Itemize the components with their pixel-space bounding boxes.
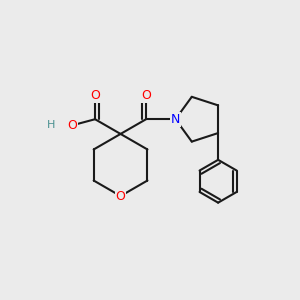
Text: H: H bbox=[47, 121, 56, 130]
Text: N: N bbox=[171, 113, 180, 126]
Text: O: O bbox=[67, 119, 77, 132]
Text: O: O bbox=[141, 88, 151, 102]
Text: O: O bbox=[90, 88, 100, 102]
Text: O: O bbox=[116, 190, 125, 202]
